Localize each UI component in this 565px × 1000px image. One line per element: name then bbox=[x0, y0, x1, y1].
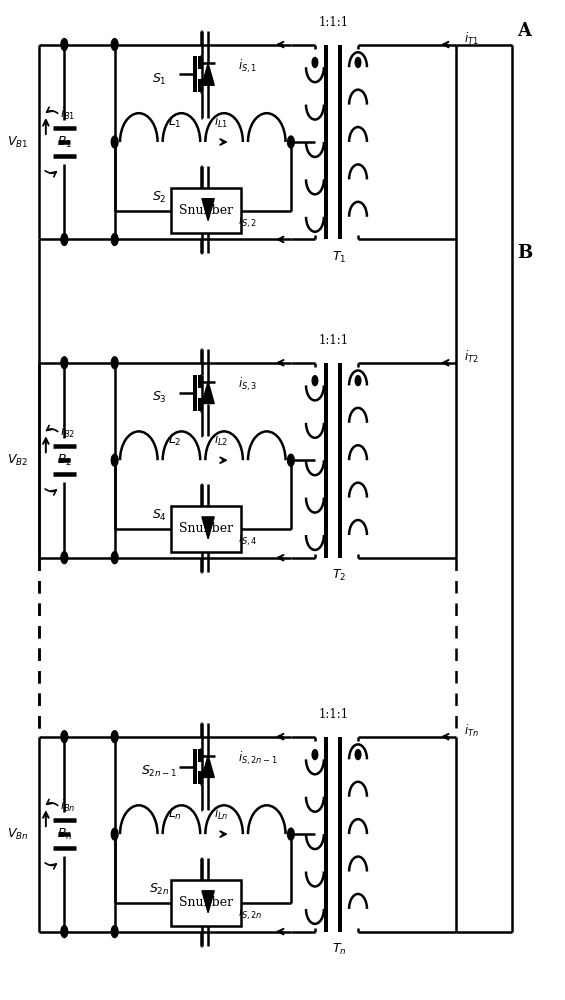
Text: $i_{B1}$: $i_{B1}$ bbox=[60, 106, 76, 122]
Polygon shape bbox=[202, 199, 214, 221]
Polygon shape bbox=[202, 891, 214, 913]
Circle shape bbox=[288, 828, 294, 840]
Circle shape bbox=[111, 233, 118, 245]
Text: $S_3$: $S_3$ bbox=[152, 390, 167, 405]
Text: 1:1:1: 1:1:1 bbox=[319, 334, 349, 347]
Text: $V_{B1}$: $V_{B1}$ bbox=[7, 134, 28, 150]
Circle shape bbox=[111, 828, 118, 840]
Text: $B_1$: $B_1$ bbox=[56, 134, 72, 150]
Circle shape bbox=[111, 39, 118, 51]
Text: $T_2$: $T_2$ bbox=[332, 568, 347, 583]
Text: $i_{S,1}$: $i_{S,1}$ bbox=[238, 58, 257, 75]
Circle shape bbox=[111, 731, 118, 743]
Text: Snubber: Snubber bbox=[179, 896, 233, 909]
Text: A: A bbox=[518, 22, 532, 40]
Circle shape bbox=[61, 731, 68, 743]
Polygon shape bbox=[202, 756, 214, 777]
Circle shape bbox=[312, 750, 318, 760]
Text: $L_n$: $L_n$ bbox=[168, 807, 182, 822]
Text: $i_{S,2n}$: $i_{S,2n}$ bbox=[238, 905, 262, 922]
Text: $i_{L2}$: $i_{L2}$ bbox=[214, 432, 228, 448]
Text: $i_{S,2n-1}$: $i_{S,2n-1}$ bbox=[238, 750, 277, 767]
Text: 1:1:1: 1:1:1 bbox=[319, 16, 349, 29]
Circle shape bbox=[355, 57, 361, 67]
Text: $T_n$: $T_n$ bbox=[332, 942, 347, 957]
Text: $i_{Ln}$: $i_{Ln}$ bbox=[214, 806, 228, 822]
Text: $S_{2n}$: $S_{2n}$ bbox=[149, 882, 169, 897]
Circle shape bbox=[111, 357, 118, 369]
Text: $S_2$: $S_2$ bbox=[152, 190, 167, 205]
Text: $B_n$: $B_n$ bbox=[56, 827, 72, 842]
Text: $V_{Bn}$: $V_{Bn}$ bbox=[7, 827, 29, 842]
Text: $i_{L1}$: $i_{L1}$ bbox=[214, 114, 228, 130]
Text: $T_1$: $T_1$ bbox=[332, 250, 347, 265]
Text: $i_{Tn}$: $i_{Tn}$ bbox=[464, 723, 479, 739]
Circle shape bbox=[312, 57, 318, 67]
Text: B: B bbox=[518, 244, 533, 262]
Circle shape bbox=[355, 376, 361, 386]
Text: 1:1:1: 1:1:1 bbox=[319, 708, 349, 721]
Circle shape bbox=[61, 552, 68, 564]
Circle shape bbox=[111, 926, 118, 938]
Circle shape bbox=[355, 750, 361, 760]
FancyBboxPatch shape bbox=[171, 880, 241, 926]
Circle shape bbox=[288, 454, 294, 466]
Text: $i_{T2}$: $i_{T2}$ bbox=[464, 349, 479, 365]
Text: $V_{B2}$: $V_{B2}$ bbox=[7, 453, 28, 468]
Polygon shape bbox=[202, 63, 214, 85]
Text: $S_1$: $S_1$ bbox=[152, 72, 167, 87]
Text: $i_{S,4}$: $i_{S,4}$ bbox=[238, 531, 257, 548]
Polygon shape bbox=[202, 517, 214, 539]
Text: $i_{Bn}$: $i_{Bn}$ bbox=[60, 798, 76, 814]
Polygon shape bbox=[202, 382, 214, 404]
Circle shape bbox=[312, 376, 318, 386]
Text: $i_{B2}$: $i_{B2}$ bbox=[60, 424, 76, 440]
Text: $S_{2n-1}$: $S_{2n-1}$ bbox=[141, 764, 177, 779]
Circle shape bbox=[61, 39, 68, 51]
FancyBboxPatch shape bbox=[171, 188, 241, 233]
Circle shape bbox=[111, 454, 118, 466]
Circle shape bbox=[111, 136, 118, 148]
Text: Snubber: Snubber bbox=[179, 204, 233, 217]
Text: $L_2$: $L_2$ bbox=[168, 433, 181, 448]
Circle shape bbox=[61, 233, 68, 245]
Text: $L_1$: $L_1$ bbox=[168, 115, 182, 130]
Circle shape bbox=[61, 926, 68, 938]
Circle shape bbox=[61, 357, 68, 369]
Circle shape bbox=[111, 552, 118, 564]
Text: $S_4$: $S_4$ bbox=[152, 508, 167, 523]
FancyBboxPatch shape bbox=[171, 506, 241, 552]
Text: $i_{T1}$: $i_{T1}$ bbox=[464, 31, 479, 47]
Text: $B_2$: $B_2$ bbox=[56, 453, 72, 468]
Text: Snubber: Snubber bbox=[179, 522, 233, 535]
Circle shape bbox=[288, 136, 294, 148]
Text: $i_{S,3}$: $i_{S,3}$ bbox=[238, 376, 257, 393]
Text: $i_{S,2}$: $i_{S,2}$ bbox=[238, 213, 257, 230]
